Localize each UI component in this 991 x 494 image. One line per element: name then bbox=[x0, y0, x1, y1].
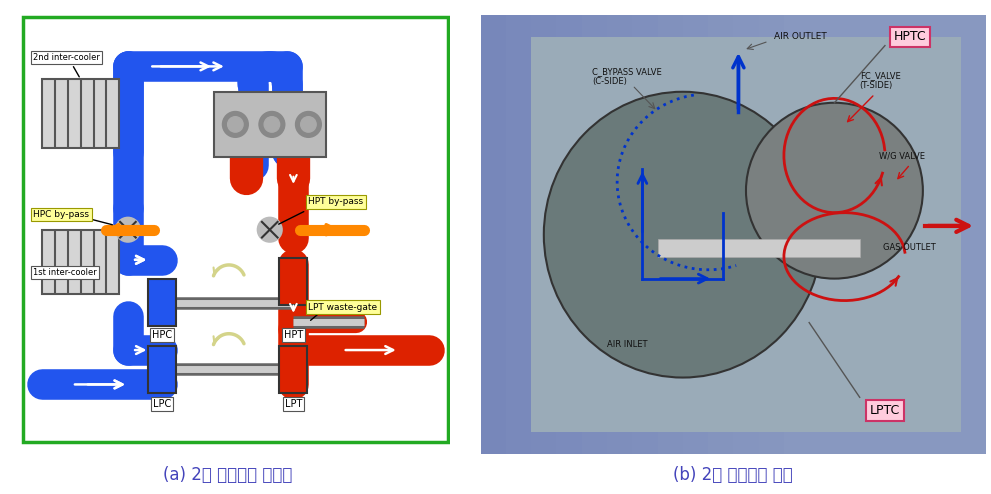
Bar bbox=[279, 258, 307, 305]
Bar bbox=[683, 15, 708, 454]
Text: LPT: LPT bbox=[284, 399, 302, 409]
Circle shape bbox=[116, 218, 140, 242]
Text: W/G VALVE: W/G VALVE bbox=[879, 151, 926, 160]
Bar bbox=[860, 15, 885, 454]
Text: FC_VALVE
(T-SIDE): FC_VALVE (T-SIDE) bbox=[860, 71, 901, 90]
Text: 2nd inter-cooler: 2nd inter-cooler bbox=[34, 53, 100, 62]
Bar bbox=[961, 15, 986, 454]
Text: HPC: HPC bbox=[153, 330, 172, 340]
Circle shape bbox=[300, 117, 316, 132]
Bar bbox=[42, 80, 119, 148]
Bar bbox=[149, 346, 176, 393]
Bar bbox=[481, 15, 505, 454]
Text: GAS OUTLET: GAS OUTLET bbox=[883, 244, 936, 252]
Bar bbox=[834, 15, 860, 454]
Text: AIR OUTLET: AIR OUTLET bbox=[774, 32, 826, 41]
Bar bbox=[885, 15, 910, 454]
Text: HPT: HPT bbox=[283, 330, 303, 340]
Text: 1st inter-cooler: 1st inter-cooler bbox=[34, 268, 97, 277]
Bar bbox=[809, 15, 834, 454]
Bar bbox=[531, 15, 556, 454]
Bar bbox=[632, 15, 658, 454]
Bar bbox=[910, 15, 936, 454]
Bar bbox=[733, 15, 758, 454]
Bar bbox=[279, 346, 307, 393]
Text: HPTC: HPTC bbox=[894, 30, 927, 43]
Bar bbox=[42, 230, 119, 294]
Bar bbox=[214, 92, 326, 157]
Circle shape bbox=[265, 117, 279, 132]
Ellipse shape bbox=[544, 92, 822, 377]
Circle shape bbox=[228, 117, 243, 132]
Text: AIR INLET: AIR INLET bbox=[606, 340, 647, 349]
Text: (a) 2단 터보차저 구성도: (a) 2단 터보차저 구성도 bbox=[164, 466, 292, 484]
Ellipse shape bbox=[746, 103, 923, 279]
Bar bbox=[936, 15, 960, 454]
Text: HPC by-pass: HPC by-pass bbox=[34, 210, 89, 219]
Bar bbox=[531, 37, 960, 433]
Bar bbox=[658, 15, 683, 454]
Bar bbox=[606, 15, 632, 454]
Circle shape bbox=[295, 112, 321, 137]
Circle shape bbox=[259, 112, 284, 137]
Text: HPT by-pass: HPT by-pass bbox=[308, 197, 364, 206]
Bar bbox=[759, 15, 784, 454]
Circle shape bbox=[222, 112, 249, 137]
Bar bbox=[505, 15, 531, 454]
Text: LPC: LPC bbox=[154, 399, 171, 409]
Bar bbox=[149, 279, 176, 327]
Bar bbox=[784, 15, 809, 454]
Text: LPT waste-gate: LPT waste-gate bbox=[308, 302, 378, 312]
Circle shape bbox=[258, 218, 281, 242]
Bar bbox=[708, 15, 733, 454]
Bar bbox=[582, 15, 606, 454]
Bar bbox=[658, 239, 860, 257]
Text: LPTC: LPTC bbox=[870, 404, 900, 417]
Bar bbox=[557, 15, 582, 454]
Text: C_BYPASS VALVE
(C-SIDE): C_BYPASS VALVE (C-SIDE) bbox=[592, 67, 662, 86]
Text: (b) 2단 터보차저 사진: (b) 2단 터보차저 사진 bbox=[674, 466, 793, 484]
